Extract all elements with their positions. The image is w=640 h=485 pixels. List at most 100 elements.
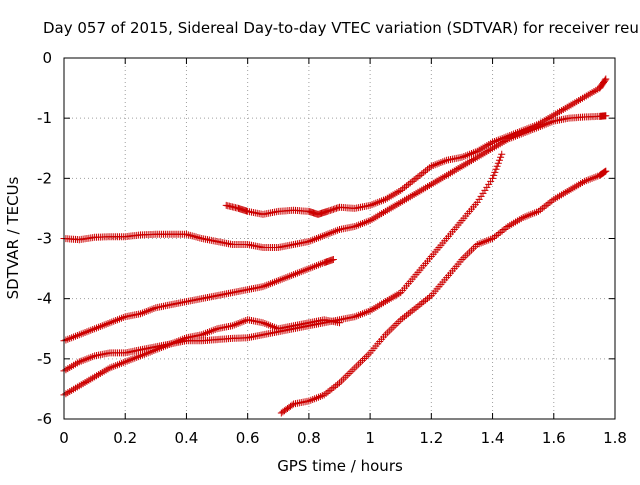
data-point	[339, 375, 347, 383]
data-point	[358, 356, 366, 364]
x-tick-label: 0	[59, 429, 69, 447]
data-point	[460, 254, 468, 262]
series-track-6	[277, 167, 610, 417]
x-tick-label: 0.2	[113, 429, 137, 447]
data-point	[602, 112, 610, 120]
data-point	[331, 205, 339, 213]
x-tick-label: 1.6	[542, 429, 566, 447]
data-point	[395, 318, 403, 326]
data-point	[602, 75, 610, 83]
y-axis-label: SDTVAR / TECUs	[4, 176, 22, 299]
chart-title: Day 057 of 2015, Sidereal Day-to-day VTE…	[43, 19, 640, 37]
y-tick-label: -5	[37, 350, 52, 368]
data-point	[418, 170, 426, 178]
data-point	[414, 302, 422, 310]
data-point	[494, 159, 502, 167]
data-point	[406, 308, 414, 316]
data-point	[422, 167, 430, 175]
data-point	[326, 386, 334, 394]
data-point	[425, 293, 433, 301]
data-point	[540, 203, 548, 211]
data-point	[196, 234, 204, 242]
data-point	[483, 183, 491, 191]
data-point	[351, 364, 359, 372]
y-tick-labels: 0 -1 -2 -3 -4 -5 -6	[37, 49, 52, 428]
data-point	[328, 206, 336, 214]
y-tick-label: -3	[37, 230, 52, 248]
data-point	[424, 295, 432, 303]
y-tick-label: -1	[37, 109, 52, 127]
data-point	[326, 206, 334, 214]
data-point	[332, 382, 340, 390]
data-point	[184, 231, 192, 239]
data-point	[192, 233, 200, 241]
data-point	[464, 250, 472, 258]
data-point	[188, 232, 196, 240]
data-point	[496, 228, 504, 236]
data-point	[490, 171, 498, 179]
data-point	[420, 298, 428, 306]
data-point	[475, 195, 483, 203]
data-point	[492, 231, 500, 239]
plot-frame	[63, 57, 616, 420]
data-point	[343, 371, 351, 379]
data-point	[468, 246, 476, 254]
x-tick-label: 0.8	[297, 429, 321, 447]
data-point	[385, 327, 393, 335]
data-point	[485, 180, 493, 188]
data-point	[383, 329, 391, 337]
data-point	[397, 316, 405, 324]
data-point	[420, 168, 428, 176]
data-point	[186, 231, 194, 239]
data-point	[495, 156, 503, 164]
data-point	[406, 179, 414, 187]
series-track-4	[60, 150, 506, 375]
data-point	[410, 305, 418, 313]
data-point	[332, 204, 340, 212]
data-point	[341, 373, 349, 381]
data-point	[401, 183, 409, 191]
data-point	[487, 177, 495, 185]
data-point	[489, 174, 497, 182]
data-point	[408, 307, 416, 315]
data-point	[544, 200, 552, 208]
series-track-5	[60, 316, 343, 399]
grid	[64, 58, 615, 419]
x-tick-label: 1.8	[603, 429, 627, 447]
data-point	[402, 311, 410, 319]
data-point	[325, 207, 333, 215]
data-point	[424, 165, 432, 173]
x-tick-labels: 0 0.2 0.4 0.6 0.8 1 1.2 1.4 1.6 1.8	[59, 429, 627, 447]
data-point	[364, 351, 372, 359]
data-point	[500, 225, 508, 233]
x-tick-label: 1.4	[481, 429, 505, 447]
data-point	[412, 174, 420, 182]
data-point	[498, 227, 506, 235]
y-tick-label: -6	[37, 410, 52, 428]
data-point	[336, 319, 343, 327]
series-track-2	[222, 75, 610, 218]
x-tick-label: 1	[365, 429, 375, 447]
data-point	[497, 153, 505, 161]
data-point	[546, 198, 554, 206]
data-point	[469, 244, 477, 252]
data-point	[337, 377, 345, 385]
data-point	[399, 314, 407, 322]
data-point	[538, 204, 546, 212]
data-point	[360, 354, 368, 362]
data-point	[404, 180, 412, 188]
data-point	[401, 313, 409, 321]
data-point	[336, 379, 343, 387]
data-point	[466, 248, 474, 256]
data-point	[387, 325, 395, 333]
data-point	[481, 186, 489, 194]
series-track-1	[60, 112, 610, 252]
data-point	[602, 167, 610, 175]
data-point	[329, 205, 337, 213]
data-point	[416, 301, 424, 309]
data-point	[477, 192, 485, 200]
x-tick-label: 1.2	[419, 429, 443, 447]
data-point	[349, 366, 357, 374]
